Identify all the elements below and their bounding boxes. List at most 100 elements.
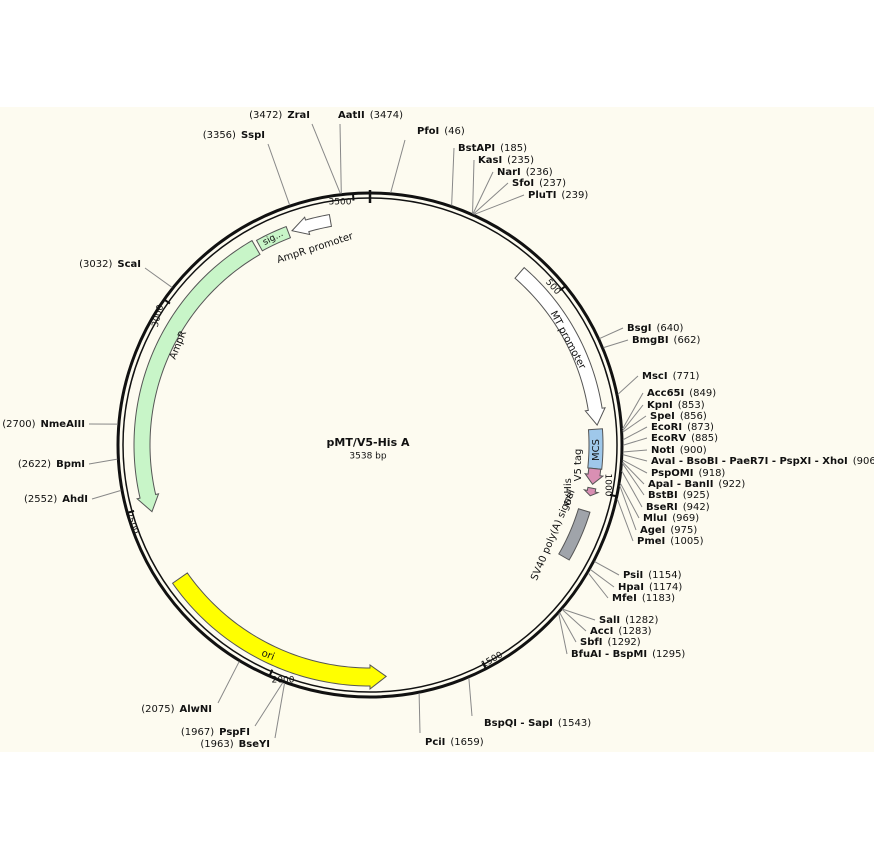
site-leader [589, 569, 615, 588]
site-name: ScaI [117, 259, 141, 270]
site-label: PluTI (239) [528, 190, 588, 201]
site-name: SpeI [650, 411, 675, 422]
site-position: (3356) [203, 130, 236, 141]
site-leader [622, 415, 647, 433]
site-label: MscI (771) [642, 371, 700, 382]
site-leader [587, 572, 609, 599]
site-leader [621, 462, 645, 496]
feature-label: 6xHis [563, 478, 574, 506]
site-name: ApaI - BanII [648, 479, 713, 490]
site-position: (1659) [450, 737, 483, 748]
site-leader [558, 613, 568, 655]
map-title: pMT/V5-His A [327, 436, 410, 449]
site-position: (853) [678, 400, 705, 411]
site-leader [622, 449, 648, 453]
site-leader [267, 143, 291, 206]
site-position: (239) [561, 190, 588, 201]
site-leader [561, 609, 587, 632]
site-name: SbfI [580, 637, 602, 648]
site-leader [622, 461, 645, 485]
site-name: PspOMI [651, 468, 693, 479]
site-leader [616, 498, 634, 542]
site-label: EcoRV (885) [651, 433, 718, 444]
feature-shape [255, 225, 292, 252]
tick-mark [126, 510, 135, 515]
site-name: AlwNI [180, 704, 213, 715]
site-position: (2075) [141, 704, 174, 715]
site-name: NotI [651, 445, 675, 456]
site-name: SspI [241, 130, 265, 141]
site-position: (236) [526, 167, 553, 178]
site-name: PsiI [623, 570, 643, 581]
site-name: AgeI [640, 525, 665, 536]
site-position: (640) [656, 323, 683, 334]
site-leader [619, 485, 637, 531]
site-position: (849) [689, 388, 716, 399]
site-label: BstAPI (185) [458, 143, 527, 154]
site-position: (2700) [2, 419, 35, 430]
site-label: MfeI (1183) [612, 593, 675, 604]
site-name: PfoI [417, 126, 439, 137]
tick-label: 2000 [272, 676, 295, 686]
site-label: HpaI (1174) [618, 582, 682, 593]
site-label: (2622) BpmI [18, 459, 85, 470]
site-leader [418, 693, 421, 734]
site-name: KasI [478, 155, 502, 166]
site-position: (1154) [648, 570, 681, 581]
site-name: EcoRV [651, 433, 686, 444]
site-label: PfoI (46) [417, 126, 465, 137]
site-position: (856) [680, 411, 707, 422]
site-label: AccI (1283) [590, 626, 652, 637]
site-leader [468, 677, 473, 717]
site-position: (1967) [181, 727, 214, 738]
site-position: (3472) [249, 110, 282, 121]
site-label: BmgBI (662) [632, 335, 701, 346]
site-label: (3356) SspI [203, 130, 265, 141]
site-position: (46) [444, 126, 465, 137]
site-name: EcoRI [651, 422, 682, 433]
site-label: PsiI (1154) [623, 570, 682, 581]
site-position: (2552) [24, 494, 57, 505]
site-name: ZraI [287, 110, 310, 121]
site-label: AvaI - BsoBI - PaeR7I - PspXI - XhoI (906… [651, 456, 874, 467]
site-name: BpmI [56, 459, 85, 470]
site-label: BfuAI - BspMI (1295) [571, 649, 685, 660]
tick-mark [351, 192, 355, 201]
site-position: (1174) [649, 582, 682, 593]
site-name: PspFI [219, 727, 250, 738]
site-name: BseYI [239, 739, 270, 750]
site-name: PluTI [528, 190, 556, 201]
site-leader [474, 194, 525, 215]
site-name: SfoI [512, 178, 534, 189]
site-label: BspQI - SapI (1543) [484, 718, 591, 729]
site-label: AatII (3474) [338, 110, 403, 121]
site-leader [254, 682, 284, 727]
site-label: KpnI (853) [647, 400, 705, 411]
feature-shape [587, 428, 604, 470]
site-position: (885) [691, 433, 718, 444]
site-name: NarI [497, 167, 521, 178]
site-leader [622, 437, 648, 446]
site-position: (942) [683, 502, 710, 513]
site-leader [559, 612, 577, 643]
site-label: PspOMI (918) [651, 468, 725, 479]
site-name: NmeAIII [41, 419, 85, 430]
site-position: (1283) [618, 626, 651, 637]
site-label: ApaI - BanII (922) [648, 479, 745, 490]
site-leader [217, 661, 240, 704]
site-name: AatII [338, 110, 365, 121]
site-position: (900) [680, 445, 707, 456]
site-position: (3474) [370, 110, 403, 121]
tick-mark [268, 669, 274, 678]
site-leader [473, 182, 509, 215]
site-leader [622, 392, 644, 430]
site-label: (1967) PspFI [181, 727, 250, 738]
panel [0, 107, 874, 752]
site-position: (1183) [642, 593, 675, 604]
site-position: (1005) [670, 536, 703, 547]
site-label: NotI (900) [651, 445, 707, 456]
site-leader [472, 159, 475, 214]
site-leader [622, 459, 648, 474]
site-label: SfoI (237) [512, 178, 566, 189]
